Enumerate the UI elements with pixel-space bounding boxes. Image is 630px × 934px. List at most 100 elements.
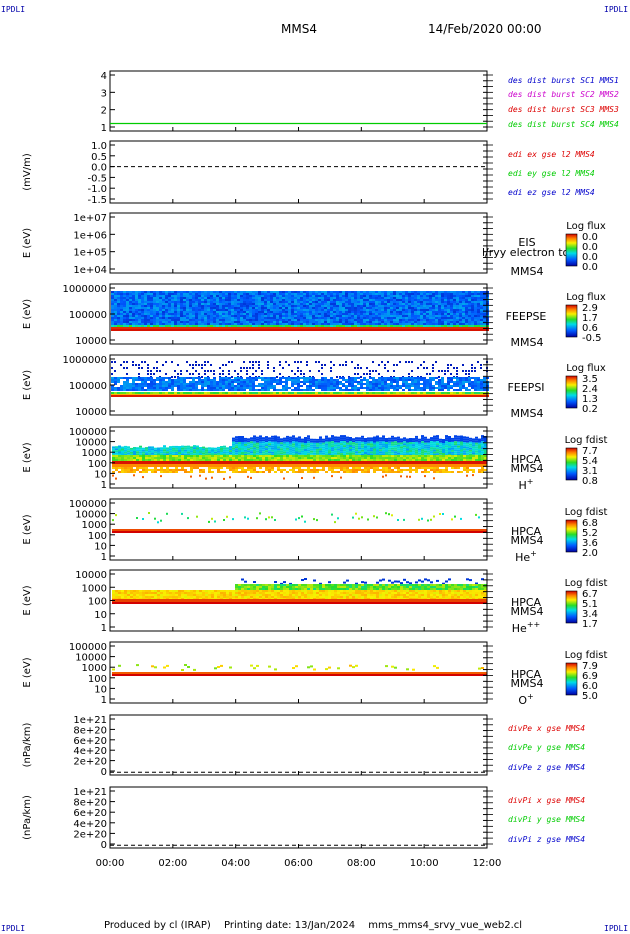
spectrogram-cell <box>237 309 240 311</box>
spectrogram-cell <box>432 370 434 372</box>
spectrogram-cell <box>156 370 158 372</box>
spectrogram-cell <box>111 299 114 301</box>
colorbar-title: Log flux <box>566 221 606 232</box>
spectrogram-cell <box>300 311 303 313</box>
spectrogram-cell <box>252 383 255 385</box>
spectrogram-cell <box>309 327 312 329</box>
spectrogram-cell <box>465 301 468 303</box>
spectrogram-cell <box>480 305 483 307</box>
spectrogram-cell <box>378 385 381 387</box>
spectrogram-cell <box>195 317 198 319</box>
spectrogram-cell <box>342 385 345 387</box>
spectrogram-cell <box>231 295 234 297</box>
spectrogram-cell <box>279 329 282 331</box>
spectrogram-cell <box>264 303 267 305</box>
spectrogram-cell <box>390 305 393 307</box>
spectrogram-cell <box>381 321 384 323</box>
spectrogram-cell <box>169 464 172 467</box>
spectrogram-cell <box>315 305 318 307</box>
spectrogram-cell <box>259 467 262 469</box>
spectrogram-cell <box>273 329 276 331</box>
spectrogram-cell <box>162 307 165 309</box>
spectrogram-cell <box>357 297 360 299</box>
spectrogram-cell <box>204 323 207 325</box>
spectrogram-cell <box>321 309 324 311</box>
spectrogram-cell <box>465 299 468 301</box>
spectrogram-cell <box>354 385 357 387</box>
spectrogram-cell <box>225 313 228 315</box>
spectrogram-cell <box>268 443 271 446</box>
spectrogram-cell <box>235 438 238 441</box>
spectrogram-cell <box>432 305 435 307</box>
spectrogram-cell <box>465 305 468 307</box>
spectrogram-cell <box>193 459 196 461</box>
spectrogram-cell <box>336 387 339 389</box>
spectrogram-cell <box>192 303 195 305</box>
spectrogram-cell <box>456 307 459 309</box>
spectrogram-cell <box>441 319 444 321</box>
spectrogram-cell <box>468 309 471 311</box>
spectrogram-cell <box>150 313 153 315</box>
spectrogram-cell <box>235 464 238 467</box>
spectrogram-cell <box>246 329 249 331</box>
spectrogram-cell <box>283 437 286 440</box>
spectrogram-cell <box>417 313 420 315</box>
spectrogram-cell <box>141 305 144 307</box>
spectrogram-cell <box>111 387 114 389</box>
spectrogram-cell <box>396 364 398 366</box>
spectrogram-cell <box>363 315 366 317</box>
spectrogram-cell <box>363 293 366 295</box>
spectrogram-cell <box>252 309 255 311</box>
spectrogram-cell <box>396 379 399 381</box>
spectrogram-cell <box>426 307 429 309</box>
spectrogram-cell <box>360 325 363 327</box>
spectrogram-cell <box>411 377 414 379</box>
spectrogram-cell <box>195 389 198 391</box>
spectrogram-cell <box>360 379 363 381</box>
spectrogram-cell <box>114 392 117 394</box>
spectrogram-cell <box>234 387 237 389</box>
spectrogram-cell <box>195 295 198 297</box>
spectrogram-cell <box>432 303 435 305</box>
spectrogram-cell <box>351 301 354 303</box>
spectrogram-cell <box>232 439 235 442</box>
spectrogram-cell <box>405 387 408 389</box>
spectrogram-cell <box>231 319 234 321</box>
spectrogram-cell <box>399 311 402 313</box>
spectrogram-cell <box>135 323 138 325</box>
spectrogram-cell <box>141 303 144 305</box>
spectrogram-cell <box>145 464 148 467</box>
spectrogram-cell <box>222 385 225 387</box>
spectrogram-cell <box>286 439 289 442</box>
spectrogram-cell <box>375 395 378 397</box>
spectrogram-cell <box>127 464 130 467</box>
spectrogram-cell <box>342 327 345 329</box>
spectrogram-cell <box>417 305 420 307</box>
spectrogram-cell <box>222 307 225 309</box>
spectrogram-cell <box>309 315 312 317</box>
spectrogram-cell <box>147 377 150 379</box>
spectrogram-cell <box>171 389 174 391</box>
spectrogram-cell <box>369 370 371 372</box>
spectrogram-cell <box>480 367 482 369</box>
spectrogram-cell <box>214 449 217 452</box>
spectrogram-cell <box>267 303 270 305</box>
spectrogram-cell <box>435 295 438 297</box>
spectrogram-cell <box>181 457 184 459</box>
spectrogram-cell <box>240 293 243 295</box>
spectrogram-cell <box>357 373 359 375</box>
spectrogram-cell <box>186 305 189 307</box>
spectrogram-cell <box>279 361 281 363</box>
spectrogram-cell <box>390 311 393 313</box>
spectrogram-cell <box>154 447 157 450</box>
spectrogram-cell <box>462 321 465 323</box>
spectrogram-cell <box>423 297 426 299</box>
spectrogram-cell <box>321 377 324 379</box>
spectrogram-cell <box>414 307 417 309</box>
spectrogram-cell <box>187 447 190 450</box>
spectrogram-cell <box>150 392 153 394</box>
spectrogram-cell <box>342 392 345 394</box>
spectrogram-cell <box>183 379 186 381</box>
spectrogram-cell <box>285 323 288 325</box>
spectrogram-cell <box>315 299 318 301</box>
